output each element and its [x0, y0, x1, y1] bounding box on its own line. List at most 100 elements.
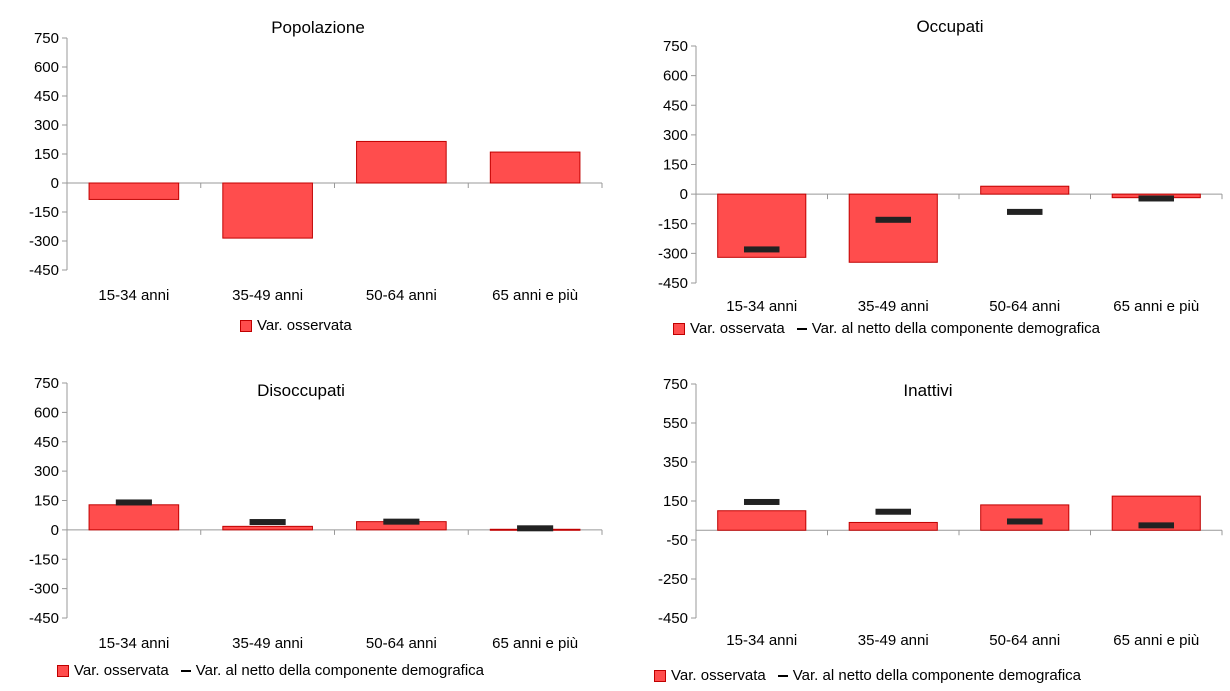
- y-tick-label: 300: [34, 463, 59, 480]
- y-tick-label: 450: [34, 434, 59, 451]
- category-label: 35-49 anni: [232, 287, 303, 304]
- y-tick-label: -150: [658, 216, 688, 233]
- legend-swatch-observed: [240, 319, 252, 332]
- category-label: 35-49 anni: [232, 635, 303, 652]
- y-tick-label: 600: [663, 68, 688, 85]
- y-tick-label: -450: [29, 610, 59, 627]
- y-tick-label: 0: [51, 522, 59, 539]
- chart-title: Occupati: [916, 17, 983, 36]
- net-marker-50-64-anni: [1006, 208, 1043, 215]
- net-marker-15-34-anni: [743, 246, 780, 253]
- y-tick-label: 550: [663, 415, 688, 432]
- y-tick-label: 0: [680, 186, 688, 203]
- legend-swatch-observed: [57, 664, 69, 677]
- chart-popolazione: Popolazione 750 600 450 300 150 0 -150 -300 -450 1…: [0, 0, 610, 343]
- legend-swatch-observed: [654, 669, 666, 682]
- y-tick-label: 150: [663, 493, 688, 510]
- y-tick-label: 750: [663, 38, 688, 55]
- y-tick-label: 600: [34, 404, 59, 421]
- bar-35-49-anni: [848, 193, 938, 263]
- chart-svg-popolazione: Popolazione 750 600 450 300 150 0 -150 -300 -450 1…: [29, 18, 603, 304]
- y-tick-label: 450: [663, 97, 688, 114]
- chart-svg-disoccupati: Disoccupati 750 600 450 300 150 0 -150 -300 -450 1…: [29, 375, 603, 652]
- legend-label-net: Var. al netto della componente demografi…: [195, 662, 485, 679]
- category-label: 65 anni e più: [492, 287, 578, 304]
- legend-label-observed: Var. osservata: [74, 662, 169, 679]
- y-tick-label: -300: [29, 581, 59, 598]
- y-tick-label: 150: [663, 157, 688, 174]
- y-tick-label: 0: [51, 175, 59, 192]
- y-tick-label: -50: [666, 532, 688, 549]
- y-tick-label: -250: [658, 571, 688, 588]
- bar-15-34-anni: [88, 504, 180, 531]
- legend-marker-net: [777, 674, 788, 677]
- chart-svg-occupati: Occupati 750 600 450 300 150 0 -150 -300 -450 15-3…: [658, 17, 1223, 315]
- category-label: 15-34 anni: [726, 632, 797, 649]
- y-tick-label: 150: [34, 493, 59, 510]
- category-label: 35-49 anni: [858, 632, 929, 649]
- category-label: 15-34 anni: [98, 635, 169, 652]
- y-tick-label: -450: [29, 262, 59, 279]
- category-label: 50-64 anni: [366, 635, 437, 652]
- chart-inattivi: Inattivi 750 550 350 150 -50 -250 -450 15-34 ann…: [610, 343, 1230, 686]
- bar-50-64-anni: [356, 140, 447, 184]
- y-tick-label: -300: [658, 245, 688, 262]
- y-tick-label: 450: [34, 88, 59, 105]
- chart-title: Inattivi: [903, 381, 952, 400]
- y-tick-label: -150: [29, 551, 59, 568]
- y-tick-label: 150: [34, 146, 59, 163]
- y-tick-label: 300: [34, 117, 59, 134]
- category-label: 50-64 anni: [989, 632, 1060, 649]
- y-tick-label: 600: [34, 59, 59, 76]
- bar-15-34-anni: [717, 510, 807, 531]
- bar-35-49-anni: [222, 182, 313, 239]
- net-marker-15-34-anni: [743, 498, 780, 505]
- legend-popolazione: Var. osservata: [240, 317, 352, 334]
- net-marker-15-34-anni: [115, 499, 152, 506]
- chart-svg-inattivi: Inattivi 750 550 350 150 -50 -250 -450 15-34 ann…: [658, 376, 1223, 649]
- bar-65-anni-e-pi: [489, 151, 581, 184]
- legend-label-observed: Var. osservata: [671, 667, 766, 684]
- bar-15-34-anni: [88, 182, 180, 200]
- category-label: 15-34 anni: [98, 287, 169, 304]
- legend-occupati: Var. osservata Var. al netto della compo…: [673, 320, 1100, 337]
- bar-50-64-anni: [980, 504, 1070, 531]
- y-tick-label: -450: [658, 275, 688, 292]
- net-marker-65-anni-e-pi: [1138, 195, 1175, 202]
- category-label: 50-64 anni: [989, 298, 1060, 315]
- bar-35-49-anni: [222, 525, 313, 531]
- category-label: 65 anni e più: [1113, 298, 1199, 315]
- y-tick-label: 350: [663, 454, 688, 471]
- net-marker-35-49-anni: [249, 519, 286, 526]
- legend-marker-net: [796, 327, 807, 330]
- y-tick-label: 750: [34, 30, 59, 47]
- net-marker-50-64-anni: [1006, 518, 1043, 525]
- net-marker-35-49-anni: [875, 216, 912, 223]
- legend-marker-net: [180, 669, 191, 672]
- bar-15-34-anni: [717, 193, 807, 258]
- y-tick-label: 300: [663, 127, 688, 144]
- category-label: 65 anni e più: [1113, 632, 1199, 649]
- legend-label-observed: Var. osservata: [257, 317, 352, 334]
- bar-35-49-anni: [848, 521, 938, 531]
- legend-swatch-observed: [673, 322, 685, 335]
- legend-label-net: Var. al netto della componente demografi…: [792, 667, 1082, 684]
- chart-title: Disoccupati: [257, 381, 345, 400]
- net-marker-35-49-anni: [875, 508, 912, 515]
- chart-disoccupati: Disoccupati 750 600 450 300 150 0 -150 -300 -450 1…: [0, 343, 610, 686]
- category-label: 15-34 anni: [726, 298, 797, 315]
- y-tick-label: -150: [29, 204, 59, 221]
- category-label: 50-64 anni: [366, 287, 437, 304]
- category-label: 35-49 anni: [858, 298, 929, 315]
- legend-inattivi: Var. osservata Var. al netto della compo…: [654, 667, 1081, 684]
- net-marker-65-anni-e-pi: [517, 525, 554, 532]
- chart-occupati: Occupati 750 600 450 300 150 0 -150 -300 -450 15-3…: [610, 0, 1230, 343]
- category-label: 65 anni e più: [492, 635, 578, 652]
- y-tick-label: 750: [34, 375, 59, 392]
- y-tick-label: -450: [658, 610, 688, 627]
- y-tick-label: -300: [29, 233, 59, 250]
- net-marker-65-anni-e-pi: [1138, 522, 1175, 529]
- chart-title: Popolazione: [271, 18, 365, 37]
- bar-50-64-anni: [980, 185, 1070, 195]
- legend-disoccupati: Var. osservata Var. al netto della compo…: [57, 662, 484, 679]
